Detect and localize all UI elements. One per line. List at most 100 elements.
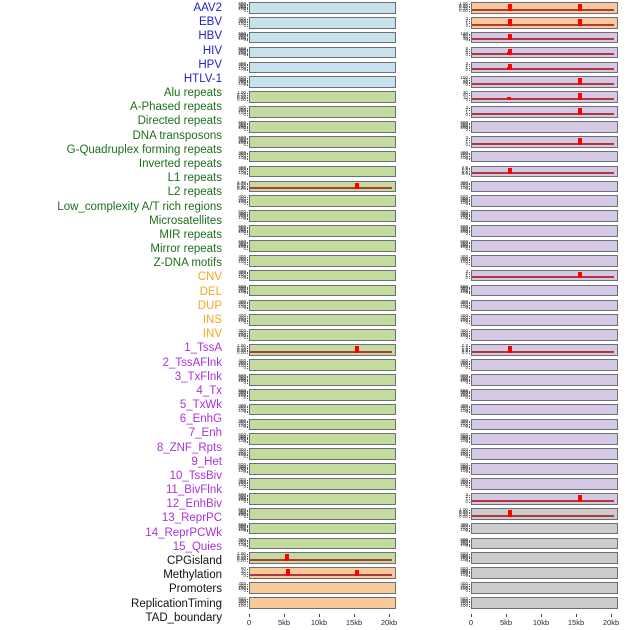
track-plot-6-enhg[interactable] [471, 433, 618, 446]
y-tick-label: 100 [460, 303, 470, 309]
track-plot-del[interactable] [471, 299, 618, 312]
track-plot-cpgisland[interactable] [249, 582, 396, 594]
track-plot-low-complexity-a-t-rich-regions[interactable] [249, 210, 396, 222]
y-tick-label: 200 [238, 601, 248, 607]
track-plot-del[interactable] [249, 299, 396, 312]
track-plot-ins[interactable] [471, 329, 618, 341]
track-plot-hbv[interactable] [471, 31, 618, 44]
track-plot-aav2[interactable] [471, 2, 618, 14]
track-plot-14-reprpcwk[interactable] [249, 552, 396, 565]
y-tick-label: 500 [460, 209, 470, 215]
track-plot-11-bivflnk[interactable] [249, 507, 396, 520]
track-plot-inverted-repeats[interactable] [471, 165, 618, 178]
y-tick-label: 200 [460, 525, 470, 531]
track-plot-g-quadruplex-forming-repeats[interactable] [249, 150, 396, 163]
track-plot-7-enh[interactable] [249, 448, 396, 460]
y-tick-label: 500 [238, 134, 248, 140]
y-tick-label: 300 [460, 122, 470, 128]
track-plot-area [472, 48, 617, 58]
track-plot-l2-repeats[interactable] [249, 195, 396, 208]
y-tick-label: 0 [243, 201, 248, 207]
track-plot-hpv[interactable] [249, 61, 396, 74]
track-plot-l1-repeats[interactable] [471, 180, 618, 193]
track-plot-9-het[interactable] [471, 478, 618, 490]
track-plot-inv[interactable] [249, 344, 396, 356]
track-plot-cnv[interactable] [249, 284, 396, 297]
track-plot-15-quies[interactable] [249, 567, 396, 580]
track-plot-8-znf-rpts[interactable] [471, 463, 618, 475]
track-plot-a-phased-repeats[interactable] [249, 106, 396, 118]
y-tick-label: 0 [465, 334, 470, 340]
track-plot-14-reprpcwk[interactable] [471, 552, 618, 565]
track-plot-cnv[interactable] [471, 284, 618, 297]
track-plot-ebv[interactable] [249, 16, 396, 29]
track-plot-5-txwk[interactable] [471, 418, 618, 431]
track-plot-8-znf-rpts[interactable] [249, 463, 396, 475]
data-spike [507, 509, 512, 517]
track-plot-hbv[interactable] [249, 31, 396, 44]
track-plot-10-tssbiv[interactable] [471, 492, 618, 505]
track-plot-alu-repeats[interactable] [249, 91, 396, 103]
track-plot-10-tssbiv[interactable] [249, 492, 396, 505]
track-plot-a-phased-repeats[interactable] [471, 106, 618, 118]
track-plot-15-quies[interactable] [471, 567, 618, 580]
y-axis-ticks-aav2: 500 400 300 200 100 0 [228, 1, 248, 14]
track-plot-htlv-1[interactable] [471, 76, 618, 89]
track-plot-4-tx[interactable] [249, 403, 396, 416]
track-plot-13-reprpc[interactable] [249, 537, 396, 550]
y-tick-label: 200 [238, 539, 248, 545]
track-label-del: DEL [199, 285, 222, 298]
track-plot-dna-transposons[interactable] [249, 135, 396, 148]
track-plot-low-complexity-a-t-rich-regions[interactable] [471, 210, 618, 222]
track-plot-mir-repeats[interactable] [249, 240, 396, 252]
track-plot-hpv[interactable] [471, 61, 618, 74]
y-tick-label: 200 [460, 287, 470, 293]
track-plot-area [250, 479, 395, 489]
track-plot-3-txflnk[interactable] [471, 388, 618, 401]
track-plot-hiv[interactable] [471, 46, 618, 59]
track-plot-12-enhbiv[interactable] [471, 522, 618, 535]
track-plot-methylation[interactable] [249, 597, 396, 609]
track-plot-l1-repeats[interactable] [249, 180, 396, 193]
track-plot-ins[interactable] [249, 329, 396, 341]
y-tick-label: 100 [238, 437, 248, 443]
y-tick-label: 200 [460, 213, 470, 219]
track-plot-alu-repeats[interactable] [471, 91, 618, 103]
track-plot-1-tssa[interactable] [249, 359, 396, 371]
track-plot-mir-repeats[interactable] [471, 240, 618, 252]
track-plot-11-bivflnk[interactable] [471, 507, 618, 520]
track-plot-inv[interactable] [471, 344, 618, 356]
track-plot-microsatellites[interactable] [249, 225, 396, 237]
track-plot-mirror-repeats[interactable] [249, 254, 396, 267]
track-plot-inverted-repeats[interactable] [249, 165, 396, 178]
track-plot-microsatellites[interactable] [471, 225, 618, 237]
y-tick-label: 0 [243, 82, 248, 88]
track-plot-ebv[interactable] [471, 16, 618, 29]
track-plot-9-het[interactable] [249, 478, 396, 490]
track-plot-6-enhg[interactable] [249, 433, 396, 446]
track-plot-3-txflnk[interactable] [249, 388, 396, 401]
track-plot-z-dna-motifs[interactable] [249, 269, 396, 282]
track-plot-2-tssaflnk[interactable] [471, 373, 618, 386]
track-plot-1-tssa[interactable] [471, 359, 618, 371]
track-plot-dna-transposons[interactable] [471, 135, 618, 148]
track-plot-dup[interactable] [249, 314, 396, 327]
track-plot-directed-repeats[interactable] [249, 121, 396, 133]
track-plot-g-quadruplex-forming-repeats[interactable] [471, 150, 618, 163]
track-plot-dup[interactable] [471, 314, 618, 327]
track-plot-z-dna-motifs[interactable] [471, 269, 618, 282]
track-plot-hiv[interactable] [249, 46, 396, 59]
track-plot-htlv-1[interactable] [249, 76, 396, 89]
track-plot-directed-repeats[interactable] [471, 121, 618, 133]
track-plot-cpgisland[interactable] [471, 582, 618, 594]
track-plot-mirror-repeats[interactable] [471, 254, 618, 267]
track-plot-12-enhbiv[interactable] [249, 522, 396, 535]
track-plot-5-txwk[interactable] [249, 418, 396, 431]
track-plot-aav2[interactable] [249, 2, 396, 14]
track-plot-l2-repeats[interactable] [471, 195, 618, 208]
track-plot-methylation[interactable] [471, 597, 618, 609]
track-plot-7-enh[interactable] [471, 448, 618, 460]
track-plot-13-reprpc[interactable] [471, 537, 618, 550]
track-plot-2-tssaflnk[interactable] [249, 373, 396, 386]
track-plot-4-tx[interactable] [471, 403, 618, 416]
